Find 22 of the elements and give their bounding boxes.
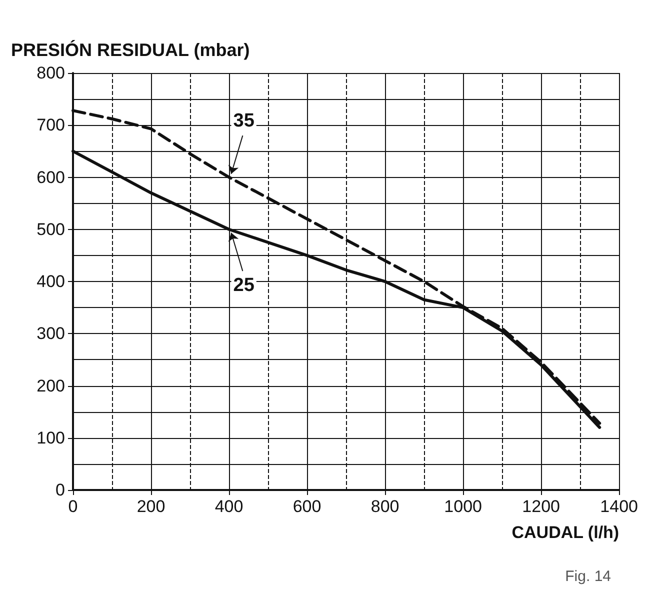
- x-tick-label: 400: [214, 497, 244, 516]
- annotation: 35: [233, 110, 255, 132]
- y-axis-title: PRESIÓN RESIDUAL (mbar): [11, 40, 250, 60]
- x-tick-label: 800: [370, 497, 400, 516]
- y-tick-label: 600: [36, 168, 65, 187]
- y-tick-label: 800: [36, 64, 65, 82]
- y-tick-label: 500: [36, 220, 65, 239]
- x-tick-label: 200: [136, 497, 166, 516]
- y-tick-label: 400: [36, 272, 65, 291]
- x-tick-label: 1200: [522, 497, 560, 516]
- y-tick-label: 700: [36, 116, 65, 135]
- y-tick-label: 100: [36, 428, 65, 448]
- annotation: 25: [233, 274, 255, 296]
- x-tick-label: 1400: [600, 497, 638, 516]
- x-tick-label: 0: [68, 497, 78, 516]
- y-tick-label: 0: [56, 480, 65, 500]
- x-tick-label: 600: [292, 497, 322, 516]
- x-tick-label: 1000: [444, 497, 482, 516]
- y-tick-label: 200: [36, 376, 65, 396]
- x-axis-title: CAUDAL (l/h): [512, 523, 620, 542]
- y-tick-label: 300: [36, 324, 65, 344]
- caption: Fig. 14: [565, 568, 612, 585]
